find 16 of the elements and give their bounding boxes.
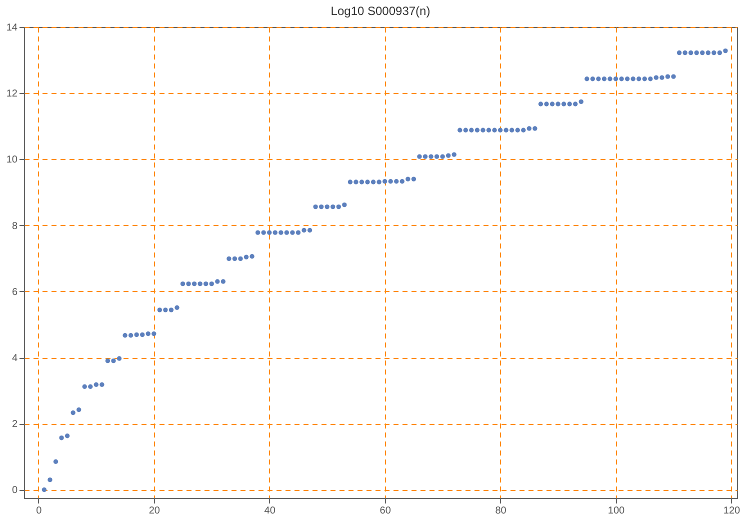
y-tick-label: 12	[6, 88, 18, 100]
y-tick-label: 14	[6, 22, 18, 34]
x-tick-label: 20	[148, 506, 160, 516]
x-tick-label: 0	[36, 506, 42, 516]
x-tick-label: 100	[608, 506, 626, 516]
chart-title: Log10 S000937(n)	[330, 4, 430, 18]
y-tick-label: 2	[12, 419, 18, 430]
y-tick-label: 0	[12, 485, 18, 496]
y-tick-label: 6	[12, 286, 18, 298]
x-tick-label: 120	[723, 506, 741, 516]
x-tick-label: 80	[495, 506, 507, 516]
x-tick-label: 40	[264, 506, 276, 516]
y-tick-label: 8	[12, 220, 18, 232]
y-tick-label: 10	[6, 154, 18, 166]
x-tick-label: 60	[380, 506, 392, 516]
y-tick-label: 4	[12, 353, 18, 364]
